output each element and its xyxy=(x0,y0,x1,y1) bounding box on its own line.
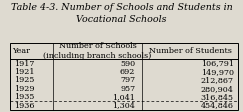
Text: 280,904: 280,904 xyxy=(201,85,234,93)
Text: Table 4-3. Number of Schools and Students in: Table 4-3. Number of Schools and Student… xyxy=(11,3,232,12)
Text: 212,867: 212,867 xyxy=(200,76,234,84)
Text: 590: 590 xyxy=(120,60,135,68)
Text: 797: 797 xyxy=(120,76,135,84)
Text: 316,845: 316,845 xyxy=(200,93,234,101)
Text: 957: 957 xyxy=(120,85,135,93)
Text: 1,041: 1,041 xyxy=(113,93,135,101)
Text: 1925: 1925 xyxy=(14,76,35,84)
Text: 454,846: 454,846 xyxy=(200,102,234,110)
Text: 1929: 1929 xyxy=(14,85,35,93)
Text: Number of Students: Number of Students xyxy=(149,47,232,55)
Text: 1921: 1921 xyxy=(14,68,35,76)
Text: 692: 692 xyxy=(120,68,135,76)
Text: 1935: 1935 xyxy=(14,93,35,101)
Text: 1,304: 1,304 xyxy=(113,102,135,110)
Text: 1936: 1936 xyxy=(14,102,35,110)
Text: 1917: 1917 xyxy=(14,60,35,68)
Text: Year: Year xyxy=(12,47,30,55)
Text: 149,970: 149,970 xyxy=(200,68,234,76)
Text: Vocational Schools: Vocational Schools xyxy=(76,15,167,24)
Text: Number of Schools
(including branch schools): Number of Schools (including branch scho… xyxy=(43,42,152,60)
Text: 106,791: 106,791 xyxy=(200,60,234,68)
